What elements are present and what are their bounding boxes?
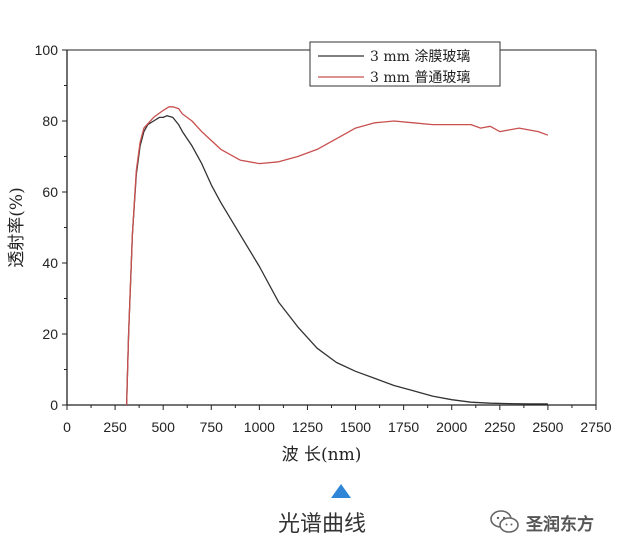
x-tick-label: 2000: [436, 419, 467, 435]
caption-area: 光谱曲线 圣润东方: [0, 478, 636, 546]
legend: 3 mm 涂膜玻璃 3 mm 普通玻璃: [309, 41, 501, 87]
y-tick-label: 100: [35, 42, 59, 58]
x-tick-label: 1500: [340, 419, 371, 435]
watermark-text: 圣润东方: [526, 514, 594, 535]
watermark: 圣润东方: [490, 506, 594, 538]
triangle-up-icon: [331, 484, 351, 498]
y-axis-title: 透射率(%): [7, 187, 27, 267]
x-tick-label: 1250: [292, 419, 323, 435]
y-tick-label: 60: [42, 184, 58, 200]
wechat-icon: [490, 510, 519, 533]
figure-caption: 光谱曲线: [278, 512, 367, 537]
plot-area: 0 250 500 750 1000 1250 1500 1750 2000 2250 2500 27…: [35, 42, 612, 435]
spectrum-chart: 0 250 500 750 1000 1250 1500 1750 2000 2250 2500 27…: [7, 41, 612, 465]
x-tick-label: 1000: [244, 419, 275, 435]
legend-label-ordinary-glass: 3 mm 普通玻璃: [370, 69, 470, 86]
legend-box: [309, 41, 501, 87]
x-ticks: 0 250 500 750 1000 1250 1500 1750 2000 2250 2500 27…: [63, 405, 612, 435]
x-tick-label: 500: [152, 419, 176, 435]
x-tick-label: 1750: [388, 419, 419, 435]
x-axis-title: 波 长(nm): [282, 445, 362, 465]
x-tick-label: 0: [63, 419, 71, 435]
x-tick-label: 750: [200, 419, 224, 435]
y-tick-label: 0: [50, 397, 58, 413]
y-tick-label: 80: [42, 113, 58, 129]
series-line-ordinary-glass: [125, 106, 549, 406]
series-group: [125, 106, 549, 406]
y-tick-label: 20: [42, 326, 58, 342]
x-tick-label: 250: [103, 419, 127, 435]
x-tick-label: 2500: [532, 419, 563, 435]
y-tick-label: 40: [42, 255, 58, 271]
x-tick-label: 2750: [580, 419, 611, 435]
x-tick-label: 2250: [484, 419, 515, 435]
y-ticks: 0 20 40 60 80 100: [35, 42, 67, 413]
series-line-coated-glass: [125, 115, 548, 406]
legend-label-coated-glass: 3 mm 涂膜玻璃: [370, 48, 470, 65]
